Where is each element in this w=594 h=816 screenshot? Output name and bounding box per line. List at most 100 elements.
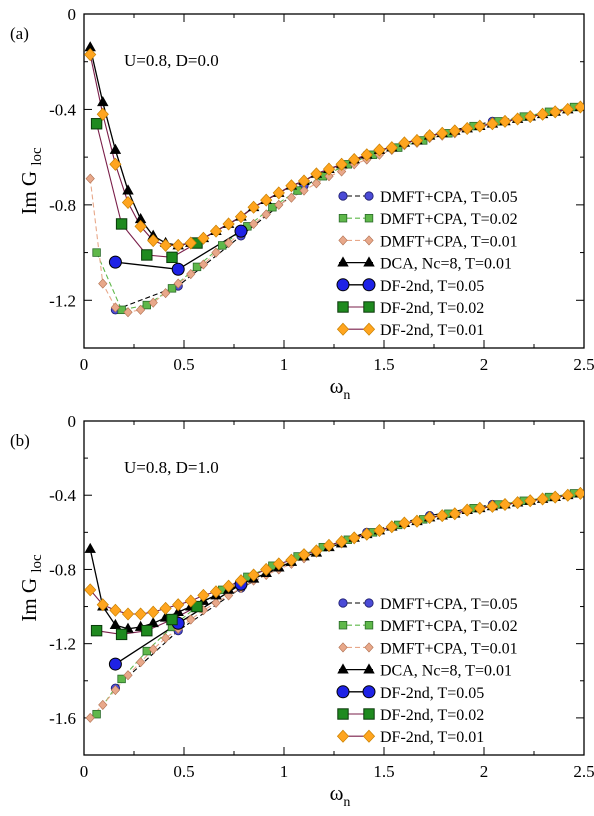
y-axis-label-sub: loc — [29, 147, 45, 166]
legend-marker — [364, 213, 374, 223]
data-point — [486, 499, 499, 513]
data-point — [234, 210, 248, 224]
data-point — [311, 178, 322, 189]
data-point — [141, 249, 153, 261]
x-tick-label: 0 — [80, 762, 89, 781]
y-tick-label: 0 — [68, 5, 77, 24]
data-point — [115, 218, 128, 230]
data-point — [135, 657, 146, 668]
data-point — [322, 162, 336, 176]
y-tick-label: -1.6 — [49, 709, 76, 728]
data-point — [335, 535, 348, 549]
data-point — [186, 614, 196, 625]
legend-marker — [362, 278, 376, 292]
data-point — [436, 509, 449, 523]
legend-marker — [338, 213, 348, 223]
data-point — [135, 304, 146, 315]
legend-label: DF-2nd, T=0.01 — [380, 322, 484, 339]
data-point — [108, 255, 122, 269]
x-tick-label: 1 — [280, 355, 289, 374]
data-point — [109, 157, 122, 171]
data-point — [222, 217, 235, 231]
data-point — [272, 557, 285, 571]
data-point — [217, 241, 227, 250]
data-point — [110, 302, 121, 313]
legend-label: DF-2nd, T=0.01 — [380, 729, 484, 746]
plot-area — [84, 486, 584, 723]
data-point — [272, 186, 285, 200]
data-point — [222, 579, 235, 593]
data-point — [410, 133, 424, 147]
x-tick-label: 0.5 — [173, 355, 194, 374]
data-point — [192, 262, 202, 272]
data-point — [97, 96, 109, 107]
data-point — [167, 284, 177, 293]
data-point — [123, 307, 133, 318]
series-line — [89, 106, 581, 313]
data-point — [299, 185, 309, 196]
data-point — [186, 268, 196, 280]
data-point — [348, 531, 361, 545]
data-point — [310, 544, 323, 558]
data-point — [173, 278, 183, 289]
data-point — [498, 114, 512, 128]
y-tick-label: -1.2 — [49, 635, 76, 654]
x-tick-label: 0 — [80, 355, 89, 374]
x-tick-label: 1 — [280, 762, 289, 781]
data-point — [247, 568, 260, 582]
data-point — [261, 209, 271, 220]
data-point — [96, 107, 109, 121]
legend: DMFT+CPA, T=0.05 DMFT+CPA, T=0.02 DMFT+CPA… — [336, 189, 518, 339]
x-tick-label: 1.5 — [373, 355, 394, 374]
x-axis-label: ωn — [330, 374, 351, 403]
data-point — [109, 603, 122, 617]
data-point — [134, 607, 147, 621]
data-point — [121, 607, 135, 621]
data-point — [90, 118, 103, 130]
legend-marker — [337, 301, 349, 313]
legend-marker — [338, 598, 348, 608]
legend-label: DCA, Nc=8, T=0.01 — [380, 663, 512, 680]
legend-marker — [336, 685, 350, 699]
plot-area — [84, 41, 584, 318]
y-axis-label: Im G loc — [17, 554, 45, 622]
y-axis-label: Im G loc — [17, 147, 45, 215]
annotation: U=0.8, D=0.0 — [124, 51, 219, 70]
annotation: U=0.8, D=1.0 — [124, 458, 219, 477]
data-point — [142, 300, 151, 310]
data-point — [166, 251, 178, 264]
data-point — [461, 503, 474, 517]
data-point — [247, 200, 260, 214]
legend-label: DMFT+CPA, T=0.05 — [380, 189, 518, 206]
data-point — [159, 238, 172, 252]
data-point — [248, 218, 259, 229]
legend-marker — [363, 256, 375, 267]
data-point — [234, 224, 248, 238]
legend-marker — [362, 729, 376, 743]
x-tick-label: 2 — [480, 355, 489, 374]
legend-label: DF-2nd, T=0.02 — [380, 707, 484, 724]
legend-marker — [364, 598, 374, 608]
data-point — [385, 141, 398, 155]
legend-marker — [364, 621, 374, 630]
legend-label: DF-2nd, T=0.05 — [380, 685, 484, 702]
y-tick-label: -1.2 — [49, 291, 76, 310]
series-line — [96, 123, 198, 258]
data-point — [98, 699, 108, 710]
y-tick-label: -0.8 — [49, 560, 76, 579]
data-point — [524, 110, 537, 124]
data-point — [234, 574, 248, 588]
data-point — [184, 594, 197, 608]
legend-marker — [338, 642, 348, 653]
data-point — [360, 527, 373, 541]
data-point — [498, 497, 512, 512]
data-point — [122, 184, 134, 195]
data-point — [92, 709, 101, 719]
data-point — [171, 262, 185, 276]
data-point — [109, 143, 122, 154]
data-point — [348, 153, 361, 167]
data-point — [260, 193, 273, 207]
legend-marker — [336, 729, 350, 743]
data-point — [561, 488, 574, 502]
